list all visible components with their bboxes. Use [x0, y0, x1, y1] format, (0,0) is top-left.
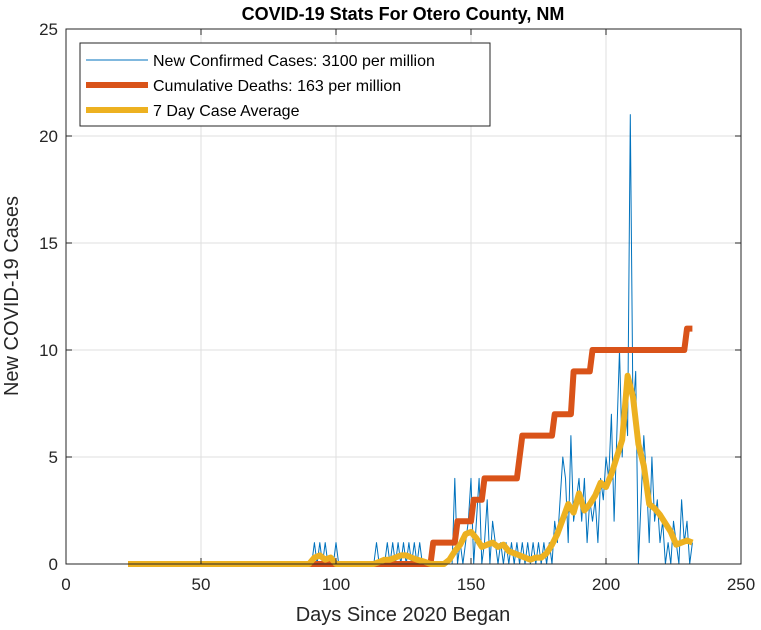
chart-title: COVID-19 Stats For Otero County, NM	[242, 4, 565, 24]
series-layer	[128, 114, 694, 567]
y-tick-label: 20	[39, 127, 58, 146]
ticks: 0 50 100 150 200 250 0 5 10 15 20 25	[39, 20, 755, 594]
y-tick-label: 5	[49, 448, 58, 467]
x-tick-label: 250	[727, 575, 755, 594]
y-tick-label: 15	[39, 234, 58, 253]
legend-entry-1: Cumulative Deaths: 163 per million	[153, 78, 401, 95]
legend-entry-0: New Confirmed Cases: 3100 per million	[153, 53, 435, 70]
plot-frame	[65, 28, 742, 565]
x-tick-label: 50	[192, 575, 211, 594]
y-tick-label: 25	[39, 20, 58, 39]
x-tick-label: 100	[322, 575, 350, 594]
legend-box	[79, 42, 491, 127]
y-tick-label: 10	[39, 341, 58, 360]
series-7-day-average-line	[128, 372, 694, 567]
legend: New Confirmed Cases: 3100 per million Cu…	[79, 42, 491, 127]
y-axis-label: New COVID-19 Cases	[1, 196, 23, 396]
x-tick-label: 0	[61, 575, 70, 594]
x-tick-label: 200	[592, 575, 620, 594]
x-axis-label: Days Since 2020 Began	[296, 604, 511, 626]
y-tick-label: 0	[49, 555, 58, 574]
series-cumulative-deaths-line	[128, 325, 693, 567]
x-tick-label: 150	[457, 575, 485, 594]
legend-entry-2: 7 Day Case Average	[153, 103, 300, 120]
